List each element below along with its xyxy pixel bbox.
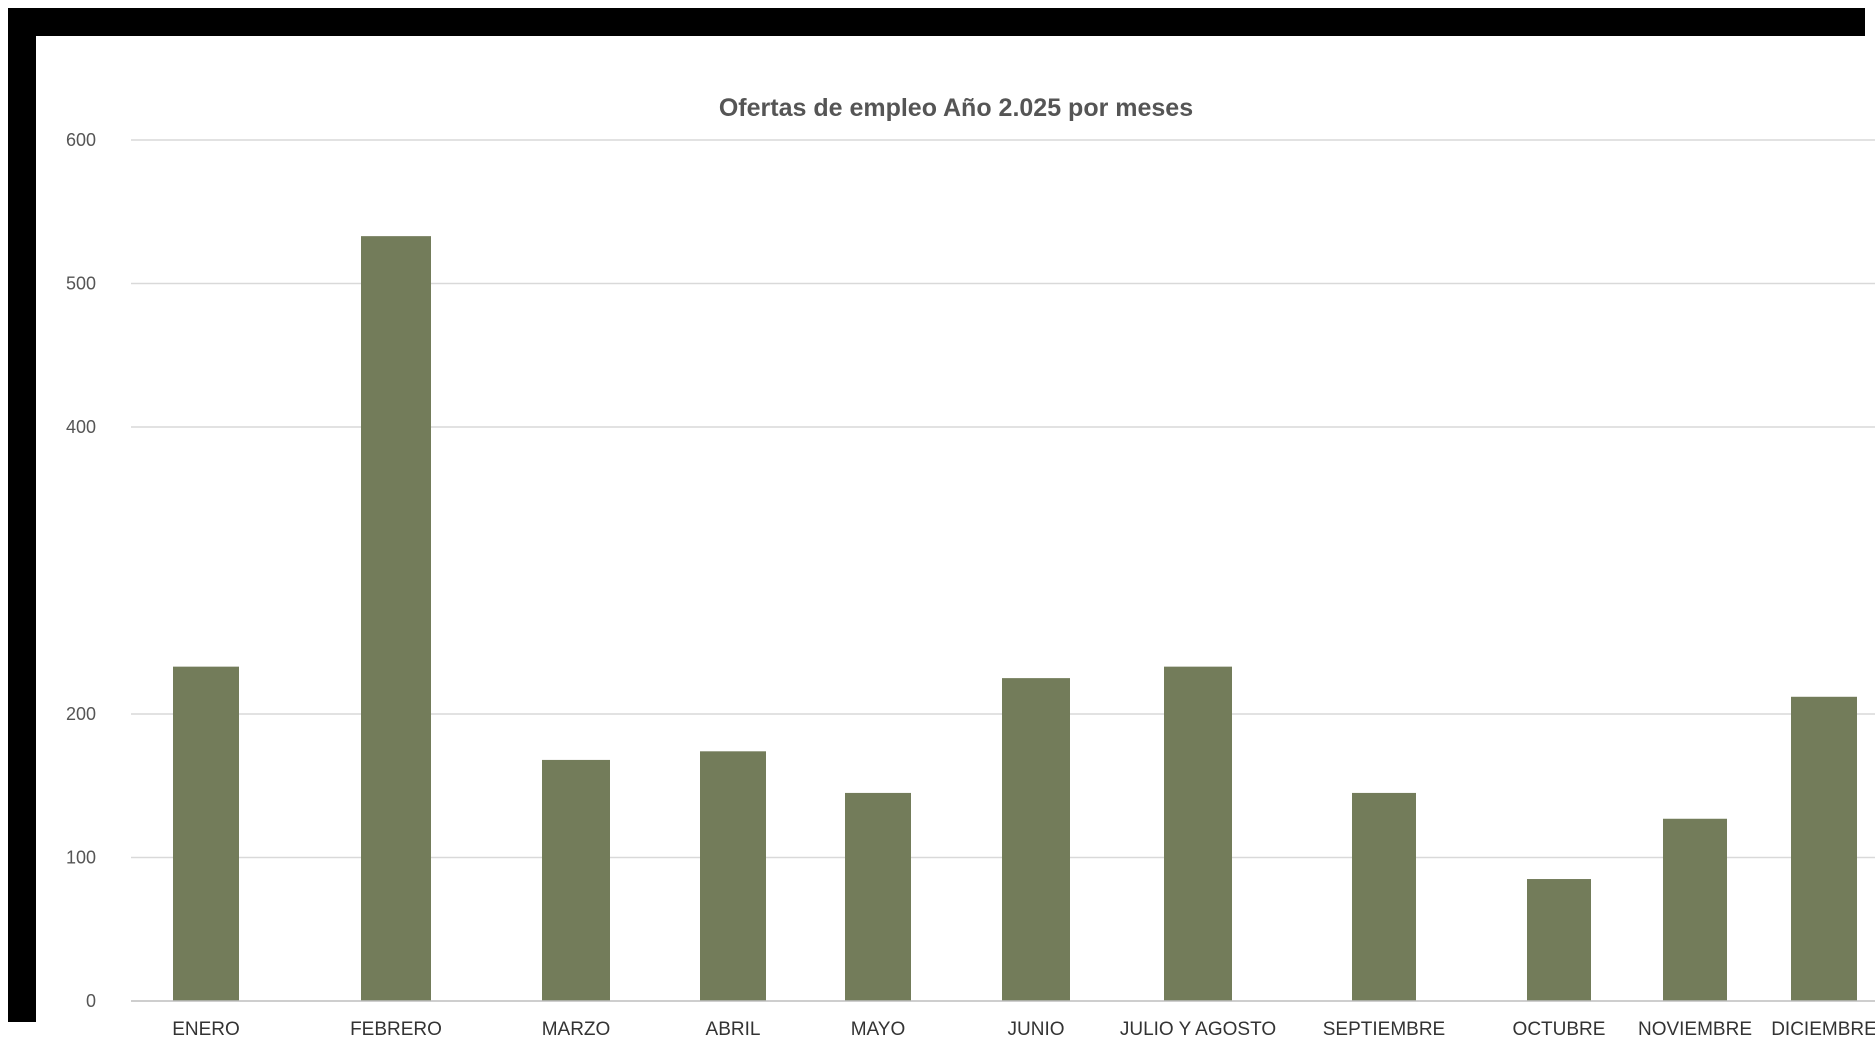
x-tick-label: OCTUBRE xyxy=(1513,1019,1606,1038)
x-tick-label: NOVIEMBRE xyxy=(1638,1019,1752,1038)
x-tick-label: FEBRERO xyxy=(350,1019,442,1038)
y-tick-label: 600 xyxy=(66,130,96,150)
x-axis-ticks: ENERO FEBRERO MARZO ABRIL MAYO JUNIO JULIO Y A… xyxy=(172,1019,1875,1038)
bars xyxy=(173,236,1857,1001)
chart-title: Ofertas de empleo Año 2.025 por meses xyxy=(719,94,1193,122)
x-tick-label: SEPTIEMBRE xyxy=(1323,1019,1445,1038)
x-tick-label: JUNIO xyxy=(1008,1019,1065,1038)
chart-panel: Ofertas de empleo Año 2.025 por meses 0 1… xyxy=(36,36,1875,1038)
bar-septiembre xyxy=(1352,792,1416,1001)
x-tick-label: DICIEMBRE xyxy=(1771,1019,1875,1038)
x-tick-label: ABRIL xyxy=(706,1019,761,1038)
x-tick-label: JULIO Y AGOSTO xyxy=(1120,1019,1276,1038)
y-tick-label: 400 xyxy=(66,417,96,437)
y-tick-label: 200 xyxy=(66,704,96,724)
chart-frame: Ofertas de empleo Año 2.025 por meses 0 1… xyxy=(8,8,1875,1038)
bar-mayo xyxy=(845,792,911,1001)
bar-marzo xyxy=(542,759,610,1001)
bar-octubre xyxy=(1527,879,1591,1001)
y-tick-label: 100 xyxy=(66,848,96,868)
x-tick-label: MARZO xyxy=(542,1019,611,1038)
bar-julio-y-agosto xyxy=(1164,666,1232,1001)
y-tick-label: 0 xyxy=(86,991,96,1011)
bar-enero xyxy=(173,666,239,1001)
bar-febrero xyxy=(361,236,431,1001)
bar-junio xyxy=(1002,678,1070,1001)
chart: Ofertas de empleo Año 2.025 por meses 0 1… xyxy=(66,94,1875,1038)
bar-abril xyxy=(700,751,766,1001)
y-axis-ticks: 0 100 200 400 500 600 xyxy=(66,130,96,1011)
x-tick-label: ENERO xyxy=(172,1019,240,1038)
bar-noviembre xyxy=(1663,818,1727,1001)
x-tick-label: MAYO xyxy=(851,1019,906,1038)
bar-diciembre xyxy=(1791,696,1857,1001)
y-tick-label: 500 xyxy=(66,274,96,294)
